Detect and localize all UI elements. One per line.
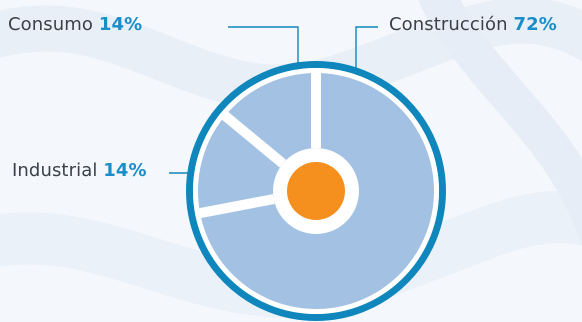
outer-ring <box>186 61 446 321</box>
label-industrial-percent: 14% <box>103 160 147 181</box>
label-consumo-name: Consumo <box>8 14 94 35</box>
center-dot <box>287 162 345 220</box>
label-construccion: Construcción 72% <box>389 14 557 35</box>
label-industrial-name: Industrial <box>12 160 98 181</box>
slice-separator <box>221 111 287 168</box>
slice-separator <box>198 194 275 219</box>
label-consumo: Consumo 14% <box>8 14 142 35</box>
pie-group <box>186 61 446 321</box>
label-construccion-name: Construcción <box>389 14 508 35</box>
label-industrial: Industrial 14% <box>12 160 147 181</box>
label-construccion-percent: 72% <box>513 14 557 35</box>
label-consumo-percent: 14% <box>98 14 143 35</box>
